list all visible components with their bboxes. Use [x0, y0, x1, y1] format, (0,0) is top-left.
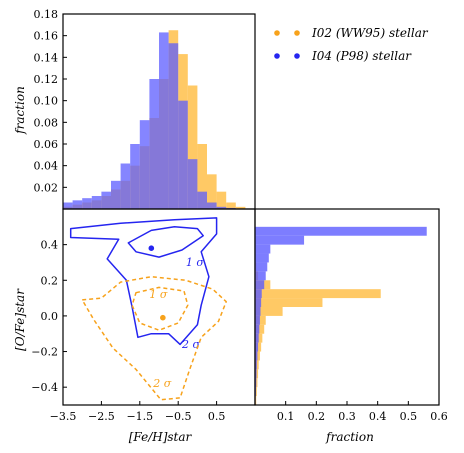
- legend-label-i02: I02 (WW95) stellar: [311, 26, 429, 40]
- contour-label-i02-2sigma: 2 σ: [152, 377, 171, 390]
- top-hist-bar-i02: [187, 85, 198, 209]
- top-y-tick-label: 0.16: [34, 30, 59, 43]
- legend-label-i04: I04 (P98) stellar: [311, 49, 412, 63]
- contour-i02-2sigma: [81, 275, 227, 401]
- top-hist-bar-i02: [197, 144, 207, 209]
- top-y-tick-label: 0.12: [34, 73, 59, 86]
- top-y-tick-label: 0.06: [34, 138, 59, 151]
- right-hist-bar-i02: [255, 289, 381, 299]
- contour-label-i04-1sigma: 1 σ: [186, 256, 204, 269]
- right-hist-bar-i02: [255, 315, 266, 325]
- right-hist-bar-i04: [255, 262, 268, 272]
- top-hist-bar-i04: [197, 191, 207, 209]
- right-hist-bar-i04: [255, 298, 262, 307]
- right-hist-bar-i04: [255, 351, 258, 361]
- top-histogram-panel: 0.02 0.04 0.06 0.08 0.10 0.12 0.14 0.16 0.18: [34, 8, 256, 210]
- right-hist-bar-i04: [255, 271, 266, 281]
- legend-marker-i04-b: [294, 53, 300, 59]
- main-x-tick-label: 0.5: [208, 410, 226, 423]
- right-hist-bar-i04: [255, 289, 262, 299]
- main-x-tick-label: −0.5: [165, 410, 192, 423]
- main-y-tick-label: −0.4: [31, 381, 58, 394]
- main-y-axis-label: [O/Fe]star: [13, 288, 27, 351]
- right-x-tick-label: 0.2: [308, 410, 326, 423]
- right-hist-bar-i04: [255, 369, 257, 379]
- main-x-tick-label: −2.5: [88, 410, 115, 423]
- top-hist-bar-i04: [130, 144, 140, 209]
- right-x-tick-label: 0.3: [338, 410, 356, 423]
- legend-marker-i02-b: [294, 30, 300, 36]
- top-y-tick-label: 0.14: [34, 51, 59, 64]
- right-hist-bar-i04: [255, 315, 260, 325]
- right-x-tick-label: 0.4: [369, 410, 387, 423]
- top-y-tick-label: 0.08: [34, 116, 59, 129]
- right-x-tick-label: 0.5: [400, 410, 418, 423]
- peak-point-i02: [160, 314, 166, 321]
- right-hist-bar-i02: [255, 378, 258, 388]
- right-hist-bar-i04: [255, 253, 269, 263]
- top-hist-bar-i04: [207, 202, 217, 209]
- top-hist-bar-i04: [91, 196, 102, 209]
- top-hist-bar-i02: [235, 206, 246, 209]
- right-hist-bar-i04: [255, 280, 265, 290]
- right-hist-bar-i04: [255, 235, 305, 245]
- right-hist-bar-i04: [255, 333, 259, 343]
- right-hist-bar-i04: [255, 378, 257, 388]
- right-hist-bar-i04: [255, 324, 260, 334]
- right-hist-bar-i02: [255, 298, 323, 307]
- main-y-tick-label: 0.4: [41, 239, 59, 252]
- main-x-tick-label: −1.5: [126, 410, 153, 423]
- top-hist-bar-i02: [226, 202, 236, 209]
- top-hist-bar-i04: [168, 43, 179, 209]
- main-x-tick-label: −3.5: [50, 410, 77, 423]
- right-hist-bar-i04: [255, 360, 257, 370]
- right-x-tick-label: 0.6: [430, 410, 448, 423]
- right-hist-bar-i04: [255, 342, 259, 352]
- right-x-tick-label: 0.1: [277, 410, 295, 423]
- contour-i04-2sigma: [69, 217, 218, 346]
- contour-label-i02-1sigma: 1 σ: [149, 288, 167, 301]
- right-hist-bar-i04: [255, 307, 261, 316]
- top-hist-bar-i04: [101, 191, 111, 209]
- top-y-axis-label: fraction: [13, 86, 27, 135]
- main-y-tick-label: −0.2: [31, 346, 58, 359]
- main-y-tick-label: 0.2: [41, 274, 59, 287]
- right-histogram-panel: 0.1 0.2 0.3 0.4 0.5 0.6: [254, 208, 448, 423]
- right-x-axis-label: fraction: [325, 430, 374, 444]
- top-y-tick-label: 0.18: [34, 8, 59, 21]
- contour-label-i04-2sigma: 2 σ: [181, 338, 200, 351]
- main-y-tick-label: 0.0: [41, 310, 59, 323]
- right-hist-bar-i04: [255, 226, 427, 236]
- legend-marker-i02-a: [274, 30, 280, 36]
- peak-point-i04: [148, 245, 155, 251]
- right-hist-bar-i04: [255, 244, 271, 254]
- top-hist-bar-i04: [120, 163, 131, 209]
- right-hist-bar-i02: [255, 324, 265, 334]
- right-hist-bar-i02: [255, 307, 283, 316]
- contour-panel: 1 σ 2 σ 1 σ 2 σ −0.4 −0.2 0.0 0.2 0.4 −3.5 −2.5 −1.…: [31, 208, 256, 423]
- top-hist-bar-i04: [216, 206, 227, 209]
- top-y-tick-label: 0.02: [34, 181, 59, 194]
- top-hist-bar-i04: [159, 32, 169, 209]
- top-hist-bar-i04: [82, 198, 92, 209]
- top-y-tick-label: 0.04: [34, 160, 59, 173]
- top-y-tick-label: 0.10: [34, 95, 59, 108]
- top-hist-bar-i04: [72, 200, 83, 209]
- legend-marker-i04-a: [274, 53, 280, 59]
- top-hist-bar-i04: [178, 100, 188, 209]
- contour-i04-1sigma: [127, 226, 204, 258]
- top-hist-bar-i04: [149, 79, 159, 209]
- top-hist-bar-i02: [207, 174, 217, 209]
- top-hist-bar-i04: [139, 120, 150, 209]
- main-x-axis-label: [Fe/H]star: [129, 430, 193, 444]
- top-hist-bar-i02: [216, 191, 227, 209]
- top-hist-bar-i04: [187, 159, 198, 209]
- legend: I02 (WW95) stellar I04 (P98) stellar: [274, 26, 429, 63]
- top-hist-bar-i04: [63, 202, 73, 209]
- top-hist-bar-i04: [111, 180, 121, 209]
